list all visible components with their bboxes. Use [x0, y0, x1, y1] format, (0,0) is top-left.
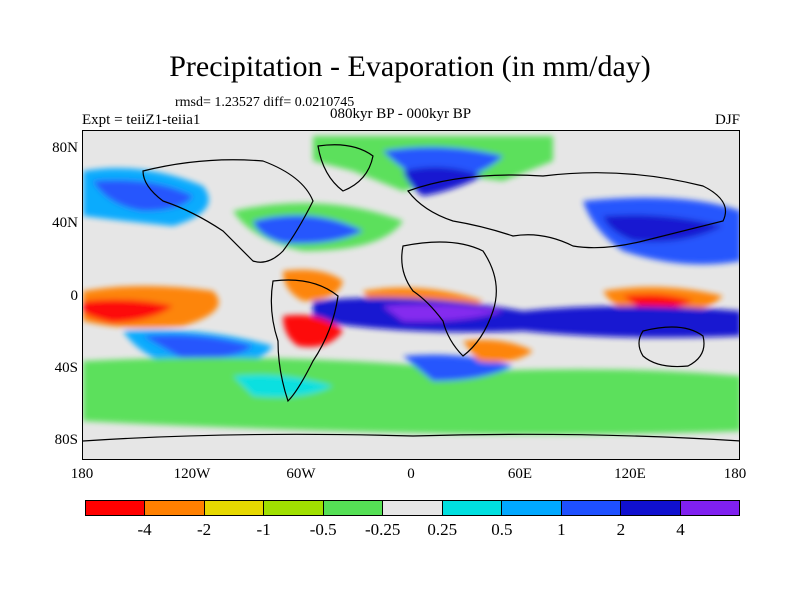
colorbar-swatch [86, 501, 146, 515]
lon-label-60e: 60E [507, 466, 533, 482]
colorbar-tick-label: -4 [137, 520, 152, 539]
colorbar-swatch [680, 501, 739, 515]
field-map [83, 136, 739, 442]
colorbar-tick-label: 0.5 [491, 520, 513, 539]
experiment-label: Expt = teiiZ1-teiia1 [82, 112, 201, 128]
lat-label-40n: 40N [52, 215, 78, 231]
stats-text: rmsd= 1.23527 diff= 0.0210745 [175, 95, 355, 110]
colorbar [85, 500, 740, 516]
colorbar-tick-label: -0.25 [365, 520, 401, 539]
lon-label-120w: 120W [173, 466, 211, 482]
colorbar-tick-label: 0.25 [427, 520, 458, 539]
lat-label-40s: 40S [54, 360, 78, 376]
plot-title: Precipitation - Evaporation (in mm/day) [169, 50, 651, 83]
lat-label-80s: 80S [54, 432, 78, 448]
colorbar-swatch [561, 501, 622, 515]
colorbar-swatch [383, 501, 443, 515]
period-label: 080kyr BP - 000kyr BP [330, 106, 472, 122]
lon-label-60w: 60W [286, 466, 316, 482]
colorbar-tick-label: -0.5 [309, 520, 337, 539]
colorbar-swatch [502, 501, 562, 515]
map-panel [82, 130, 740, 460]
coastlines [83, 144, 739, 442]
lat-label-0: 0 [70, 288, 79, 304]
field-shading [83, 136, 739, 435]
colorbar-tick-label: 1 [557, 520, 566, 539]
lat-label-80n: 80N [52, 140, 78, 156]
colorbar-tick-label: 2 [616, 520, 626, 539]
season-label: DJF [714, 112, 740, 128]
colorbar-tick-label: -2 [196, 520, 212, 539]
colorbar-tick-label: 4 [676, 520, 685, 539]
colorbar-swatch [323, 501, 384, 515]
colorbar-swatch [204, 501, 265, 515]
lon-label-180w: 180 [70, 466, 94, 482]
colorbar-swatch [145, 501, 205, 515]
colorbar-tick-label: -1 [256, 520, 271, 539]
lon-label-180e: 180 [723, 466, 747, 482]
colorbar-swatch [264, 501, 324, 515]
lon-label-0: 0 [407, 466, 415, 482]
colorbar-swatch [442, 501, 503, 515]
colorbar-swatch [621, 501, 681, 515]
lon-label-120e: 120E [614, 466, 646, 482]
